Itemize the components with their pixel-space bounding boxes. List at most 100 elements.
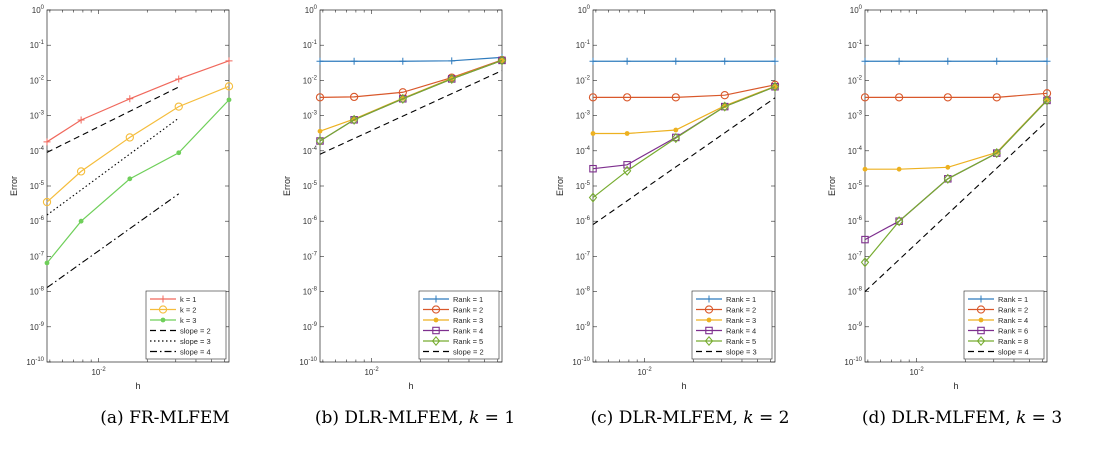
series-line (592, 97, 776, 226)
y-tick-label: 10-5 (30, 181, 45, 191)
y-tick-label: 10-2 (576, 75, 591, 85)
data-point (125, 133, 134, 142)
y-tick-label: 10-7 (303, 251, 318, 261)
y-tick-label: 10-1 (848, 40, 863, 50)
data-point (977, 295, 985, 303)
data-point (705, 326, 713, 335)
data-point (44, 260, 50, 266)
caption-k: k = (743, 408, 779, 428)
y-tick-label: 10-7 (848, 251, 863, 261)
y-tick-label: 10-1 (303, 40, 318, 50)
caption-k: k = (468, 408, 505, 428)
series-2 (42, 82, 234, 207)
y-tick-label: 10-10 (844, 357, 862, 367)
y-tick-label: 10-6 (30, 216, 45, 226)
y-tick-label: 10-3 (848, 111, 863, 121)
caption-label: (c) DLR-MLFEM, (590, 408, 744, 428)
legend-box (963, 290, 1045, 360)
data-point (1042, 95, 1052, 106)
series-line (864, 120, 1048, 293)
y-tick-label: 10-5 (848, 181, 863, 191)
legend-label: slope = 2 (453, 348, 484, 357)
legend-label: Rank = 5 (726, 337, 756, 346)
legend-label: Rank = 8 (998, 337, 1028, 346)
data-point (861, 57, 869, 65)
data-point (588, 192, 598, 203)
caption-a: (a) FR-MLFEM (35, 408, 295, 428)
y-tick-label: 10-10 (26, 357, 44, 367)
data-point (861, 235, 869, 244)
data-point (860, 93, 870, 102)
y-tick-label: 10-7 (576, 251, 591, 261)
legend-label: Rank = 1 (998, 295, 1028, 304)
legend-label: Rank = 4 (453, 327, 483, 336)
caption-c: (c) DLR-MLFEM, k = 2 (560, 408, 820, 428)
data-point (126, 95, 134, 103)
data-point (895, 57, 903, 65)
series-6 (592, 97, 776, 226)
data-point (944, 57, 952, 65)
x-tick-label: 10-2 (909, 367, 924, 377)
series-line (46, 86, 179, 153)
y-tick-label: 10-9 (848, 322, 863, 332)
data-point (432, 295, 440, 303)
series-3 (44, 97, 232, 266)
y-tick-label: 10-10 (299, 357, 317, 367)
data-point (448, 57, 456, 65)
y-tick-label: 100 (32, 5, 45, 15)
y-tick-label: 10-1 (576, 40, 591, 50)
data-point (704, 335, 714, 347)
y-tick-label: 10-6 (576, 216, 591, 226)
data-point (225, 57, 233, 65)
data-point (158, 305, 168, 314)
series-6 (46, 193, 180, 289)
y-tick-label: 10-6 (303, 216, 318, 226)
series-5 (860, 95, 1052, 268)
x-tick-label: 10-2 (364, 367, 379, 377)
caption-label: (a) FR-MLFEM (100, 408, 230, 428)
y-tick-label: 100 (850, 5, 863, 15)
data-point (706, 317, 712, 323)
legend-label: slope = 4 (998, 348, 1029, 357)
y-tick-label: 100 (578, 5, 591, 15)
series-line (864, 100, 1048, 263)
legend-box (145, 290, 227, 360)
series-5 (46, 117, 180, 216)
data-point (720, 101, 729, 112)
y-tick-label: 10-2 (848, 75, 863, 85)
y-tick-label: 10-3 (30, 111, 45, 121)
legend-label: Rank = 2 (998, 306, 1028, 315)
series-3 (590, 83, 778, 136)
y-tick-label: 10-8 (303, 287, 318, 297)
y-tick-label: 10-4 (30, 146, 45, 156)
data-point (1043, 57, 1051, 65)
data-point (771, 57, 779, 65)
y-tick-label: 100 (305, 5, 318, 15)
legend-label: Rank = 3 (453, 316, 483, 325)
data-point (349, 114, 359, 125)
series-2 (588, 80, 780, 102)
data-point (349, 92, 359, 102)
y-tick-label: 10-6 (848, 216, 863, 226)
data-point (622, 165, 632, 176)
data-point (623, 57, 631, 65)
y-tick-label: 10-4 (848, 146, 863, 156)
data-point (589, 164, 597, 173)
series-4 (46, 86, 179, 153)
data-point (672, 57, 680, 65)
y-tick-label: 10-5 (303, 181, 318, 191)
legend-label: Rank = 1 (453, 295, 483, 304)
legend-label: slope = 4 (180, 348, 211, 357)
legend-label: k = 1 (180, 295, 196, 304)
data-point (993, 57, 1001, 65)
series-5 (588, 81, 780, 203)
data-point (894, 93, 904, 102)
legend-label: slope = 2 (180, 327, 211, 336)
series-line (865, 92, 1048, 98)
x-tick-label: 10-2 (637, 367, 652, 377)
data-point (943, 93, 952, 102)
figure: 10-10 10-9 10-8 10-7 10-6 10-5 10-4 10-3 10-2 10-… (9, 5, 1052, 391)
data-point (78, 218, 84, 224)
